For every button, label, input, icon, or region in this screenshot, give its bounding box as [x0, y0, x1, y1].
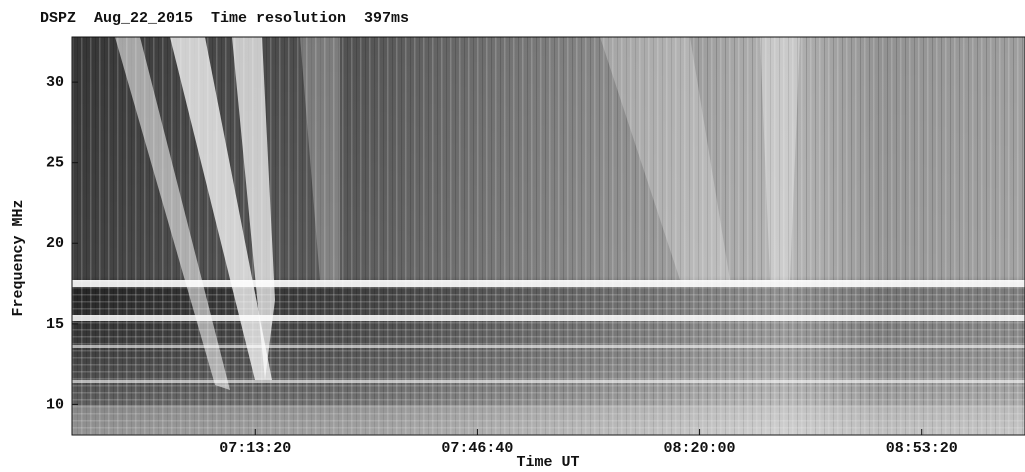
- x-tick-label: 08:20:00: [664, 440, 736, 457]
- y-tick-label: 30: [46, 74, 64, 91]
- chart-title: DSPZ Aug_22_2015 Time resolution 397ms: [40, 10, 409, 27]
- y-tick-label: 25: [46, 155, 64, 172]
- x-tick-label: 07:46:40: [441, 440, 513, 457]
- y-tick-label: 20: [46, 235, 64, 252]
- y-tick-label: 10: [46, 396, 64, 413]
- y-tick-label: 15: [46, 316, 64, 333]
- x-tick-label: 08:53:20: [886, 440, 958, 457]
- x-tick-label: 07:13:20: [219, 440, 291, 457]
- spectrogram-image: [72, 37, 1025, 435]
- plot-frame: [71, 36, 1025, 436]
- y-axis-label: Frequency MHz: [10, 199, 27, 316]
- x-axis-label: Time UT: [516, 454, 579, 471]
